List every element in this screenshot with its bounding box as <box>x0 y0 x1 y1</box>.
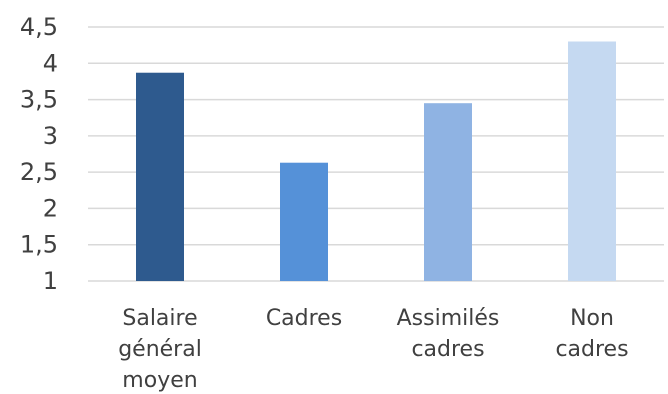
y-tick-label: 4,5 <box>20 13 58 41</box>
y-tick-label: 4 <box>43 49 58 77</box>
x-category-label: Non cadres <box>555 306 628 362</box>
y-tick-label: 2 <box>43 194 58 222</box>
x-category-label-line: moyen <box>122 368 197 393</box>
x-category-label-line: Assimilés <box>397 306 500 331</box>
y-tick-label: 1 <box>43 267 58 295</box>
x-category-label-line: cadres <box>555 337 628 362</box>
bars <box>136 41 616 282</box>
x-category-label-line: général <box>118 337 202 362</box>
y-tick-label: 3 <box>43 122 58 150</box>
x-axis-category-labels: Salaire général moyen Cadres Assimilés cadres… <box>118 306 628 393</box>
bar <box>280 162 328 281</box>
x-category-label-line: Salaire <box>122 306 197 331</box>
bar <box>568 41 616 282</box>
bar <box>136 72 184 281</box>
x-category-label: Salaire général moyen <box>118 306 202 393</box>
y-tick-label: 2,5 <box>20 158 58 186</box>
x-category-label: Cadres <box>266 306 342 331</box>
y-tick-label: 3,5 <box>20 86 58 114</box>
x-category-label: Assimilés cadres <box>397 306 500 362</box>
bar <box>424 103 472 281</box>
x-category-label-line: Cadres <box>266 306 342 331</box>
y-tick-label: 1,5 <box>20 231 58 259</box>
x-category-label-line: cadres <box>411 337 484 362</box>
x-category-label-line: Non <box>570 306 614 331</box>
y-axis-tick-labels: 1 1,5 2 2,5 3 3,5 4 4,5 <box>20 13 58 295</box>
